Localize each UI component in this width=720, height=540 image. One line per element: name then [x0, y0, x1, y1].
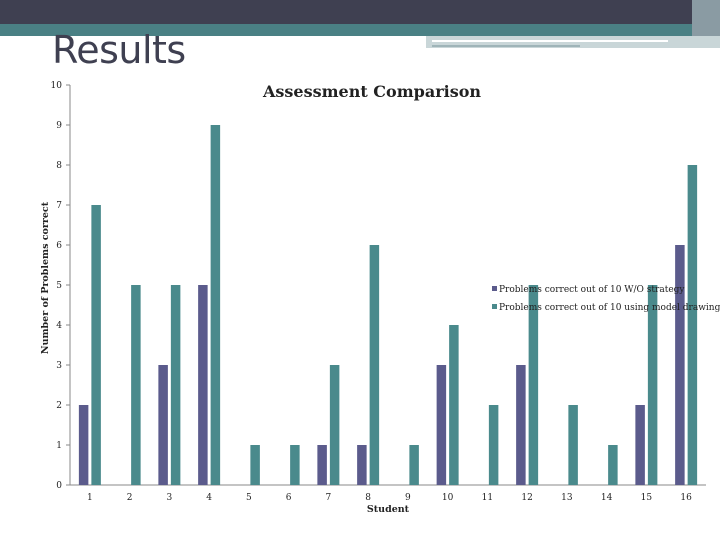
legend-entry: Problems correct out of 10 using model d…	[499, 303, 720, 313]
bar-series-1	[317, 445, 327, 485]
bar-series-2	[409, 445, 419, 485]
x-tick-label: 7	[326, 493, 332, 503]
bars	[78, 125, 698, 485]
y-axis: 0 1 2 3 4 5 6 7 8 9 10	[51, 81, 71, 491]
x-tick-label: 14	[601, 493, 613, 503]
y-tick-label: 9	[56, 121, 62, 131]
bar-series-2	[369, 245, 380, 485]
x-tick-label: 15	[641, 493, 653, 503]
y-axis-label: Number of Problems correct	[40, 201, 51, 354]
bar-series-2	[488, 405, 499, 485]
y-tick-label: 5	[56, 281, 62, 291]
bar-series-1	[635, 405, 645, 485]
x-tick-label: 2	[127, 493, 133, 503]
y-tick-label: 4	[56, 321, 62, 331]
bar-series-1	[78, 405, 89, 485]
y-tick-label: 10	[51, 81, 63, 91]
x-tick-label: 4	[206, 493, 212, 503]
x-tick-label: 8	[365, 493, 371, 503]
y-tick-label: 7	[56, 201, 62, 211]
bar-series-2	[91, 205, 101, 485]
bar-series-1	[357, 445, 367, 485]
bar-series-2	[290, 445, 300, 485]
y-tick-label: 6	[56, 241, 62, 251]
slide-title: Results	[52, 28, 186, 72]
bar-series-2	[250, 445, 260, 485]
y-tick-label: 0	[56, 481, 62, 491]
bar-series-2	[131, 285, 141, 485]
x-tick-label: 11	[482, 493, 493, 503]
bar-series-1	[436, 365, 447, 485]
legend-swatch	[492, 304, 497, 309]
x-tick-label: 6	[286, 493, 292, 503]
bar-series-2	[568, 405, 578, 485]
x-tick-label: 12	[521, 493, 532, 503]
header-accent-line	[432, 40, 668, 42]
x-tick-label: 5	[246, 493, 252, 503]
x-tick-label: 9	[405, 493, 411, 503]
bar-series-2	[170, 285, 181, 485]
bar-series-2	[647, 285, 658, 485]
bar-series-2	[528, 285, 539, 485]
chart-title: Assessment Comparison	[262, 82, 481, 101]
legend-swatch	[492, 286, 497, 291]
bar-series-2	[449, 325, 459, 485]
x-tick-label: 10	[442, 493, 454, 503]
bar-series-2	[687, 165, 698, 485]
bar-series-2	[608, 445, 618, 485]
x-tick-label: 1	[87, 493, 93, 503]
header-dark-bar	[0, 0, 720, 24]
header-accent-line-2	[432, 45, 580, 47]
bar-series-1	[158, 365, 168, 485]
legend-entry: Problems correct out of 10 W/O strategy	[499, 285, 685, 295]
y-tick-label: 1	[56, 441, 62, 451]
x-tick-label: 13	[561, 493, 573, 503]
legend: Problems correct out of 10 W/O strategy P…	[492, 285, 720, 313]
y-tick-label: 3	[56, 361, 62, 371]
x-tick-label: 16	[680, 493, 692, 503]
header-teal-band	[0, 24, 692, 36]
bar-series-1	[198, 285, 208, 485]
x-tick-label: 3	[167, 493, 173, 503]
bar-series-1	[516, 365, 526, 485]
y-tick-label: 8	[56, 161, 62, 171]
y-tick-label: 2	[56, 401, 62, 411]
x-axis-label: Student	[367, 504, 410, 515]
x-axis: 1 2 3 4 5 6 7 8 9 10 11 12 13 14 15 16	[70, 484, 706, 503]
bar-series-1	[675, 245, 685, 485]
bar-series-2	[210, 125, 221, 485]
bar-series-2	[329, 365, 340, 485]
